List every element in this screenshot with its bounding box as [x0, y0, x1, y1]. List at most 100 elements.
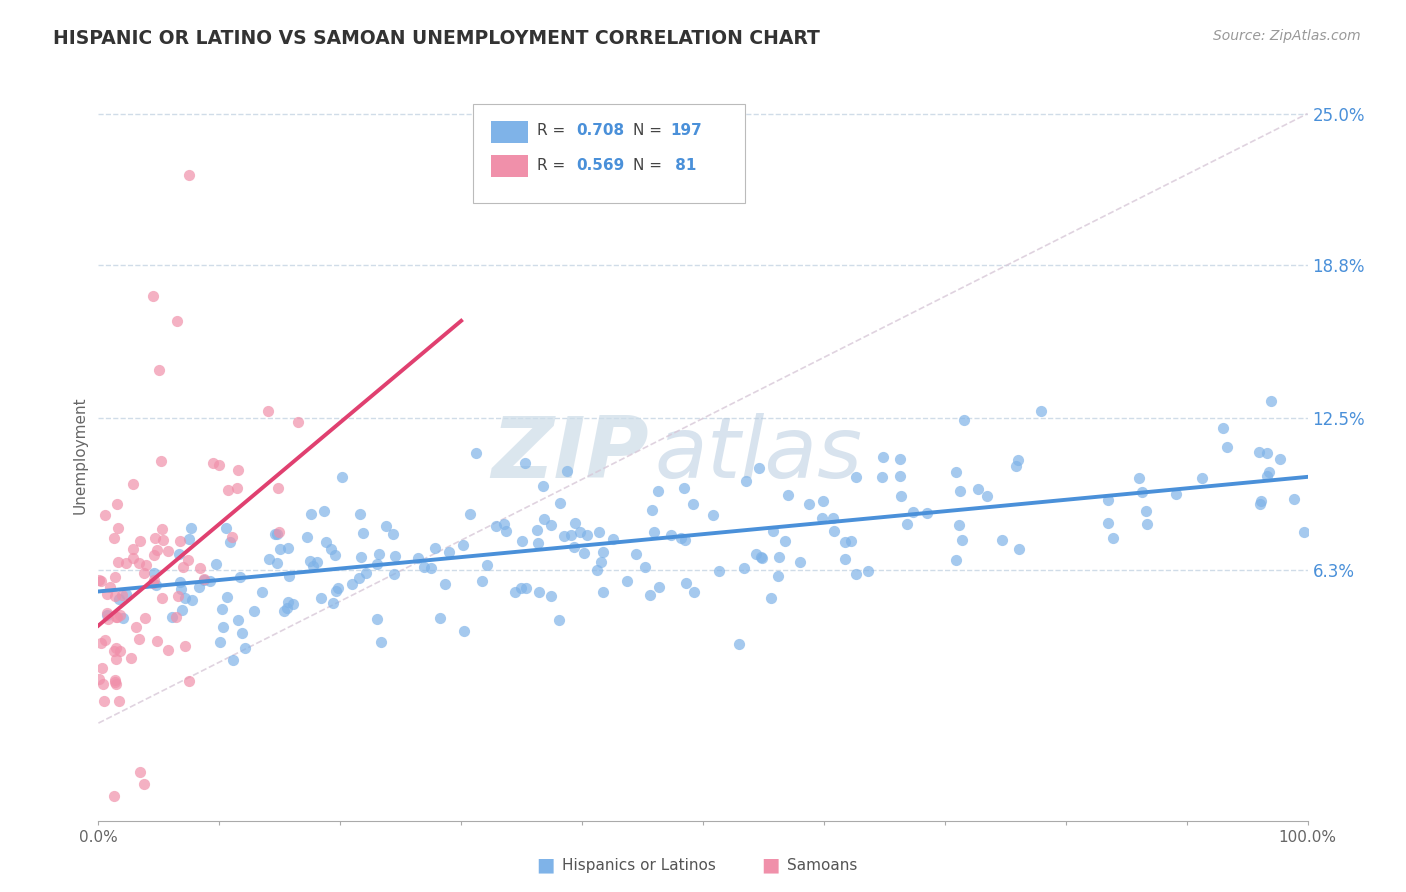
Point	[94, 508, 117, 522]
Point	[485, 519, 508, 533]
Point	[585, 563, 607, 577]
Point	[103, 531, 125, 545]
Point	[166, 590, 188, 604]
Point	[273, 604, 295, 618]
Text: N =: N =	[633, 158, 666, 173]
Point	[87, 573, 110, 587]
Point	[354, 566, 377, 580]
Point	[1257, 465, 1279, 479]
Point	[340, 577, 363, 591]
Point	[229, 570, 252, 584]
Point	[170, 603, 193, 617]
Point	[945, 553, 967, 567]
Point	[682, 497, 704, 511]
Point	[810, 511, 832, 525]
Point	[510, 534, 533, 549]
Point	[259, 552, 281, 566]
Text: Hispanics or Latinos: Hispanics or Latinos	[562, 858, 716, 872]
Text: ZIP: ZIP	[491, 413, 648, 497]
Point	[1097, 516, 1119, 530]
Point	[526, 524, 548, 538]
Point	[834, 552, 856, 566]
Point	[93, 694, 115, 708]
Point	[87, 673, 110, 687]
Point	[707, 565, 730, 579]
Point	[671, 531, 693, 545]
Point	[325, 584, 347, 599]
Point	[110, 644, 132, 658]
Point	[104, 673, 127, 688]
Point	[169, 582, 191, 596]
Point	[509, 581, 531, 595]
Point	[412, 559, 434, 574]
Point	[1256, 468, 1278, 483]
Point	[122, 477, 145, 491]
Point	[179, 168, 201, 182]
Point	[132, 777, 155, 791]
Point	[749, 549, 772, 564]
Point	[114, 587, 136, 601]
Point	[367, 547, 389, 561]
Point	[555, 464, 578, 478]
Point	[208, 458, 231, 472]
Point	[494, 516, 516, 531]
Point	[382, 567, 405, 582]
Text: R =: R =	[537, 158, 571, 173]
Point	[176, 553, 198, 567]
Point	[834, 534, 856, 549]
Point	[177, 674, 200, 689]
Point	[659, 528, 682, 542]
Text: ■: ■	[761, 855, 780, 875]
Text: R =: R =	[537, 123, 571, 138]
Point	[1282, 492, 1305, 507]
Point	[129, 764, 152, 779]
Point	[276, 601, 298, 615]
Point	[301, 559, 323, 574]
Point	[105, 609, 128, 624]
Point	[107, 520, 129, 534]
Text: HISPANIC OR LATINO VS SAMOAN UNEMPLOYMENT CORRELATION CHART: HISPANIC OR LATINO VS SAMOAN UNEMPLOYMEN…	[53, 29, 820, 47]
Point	[672, 481, 695, 495]
Point	[287, 415, 309, 429]
Point	[572, 546, 595, 560]
Text: 0.708: 0.708	[576, 123, 624, 138]
Point	[648, 580, 671, 594]
Point	[626, 547, 648, 561]
Point	[588, 524, 610, 539]
Point	[180, 521, 202, 535]
Point	[967, 482, 990, 496]
Point	[266, 527, 288, 541]
Point	[733, 560, 755, 574]
Point	[156, 643, 179, 657]
Point	[94, 633, 117, 648]
Point	[406, 551, 429, 566]
Point	[562, 540, 585, 554]
Point	[179, 532, 201, 546]
Point	[108, 608, 131, 623]
Point	[616, 574, 638, 588]
Point	[132, 566, 155, 580]
Point	[823, 524, 845, 539]
Point	[121, 551, 143, 566]
Point	[1249, 497, 1271, 511]
Point	[219, 534, 242, 549]
Point	[107, 592, 129, 607]
Point	[332, 470, 354, 484]
Point	[142, 573, 165, 587]
Point	[527, 536, 550, 550]
Point	[322, 596, 344, 610]
Point	[347, 571, 370, 585]
Point	[326, 582, 349, 596]
Point	[188, 580, 211, 594]
Point	[299, 507, 322, 521]
Point	[231, 626, 253, 640]
Point	[553, 529, 575, 543]
Point	[149, 454, 172, 468]
Point	[217, 483, 239, 497]
Point	[638, 588, 661, 602]
Point	[647, 483, 669, 498]
Point	[366, 612, 388, 626]
Point	[143, 531, 166, 545]
Point	[103, 644, 125, 658]
Point	[1097, 493, 1119, 508]
